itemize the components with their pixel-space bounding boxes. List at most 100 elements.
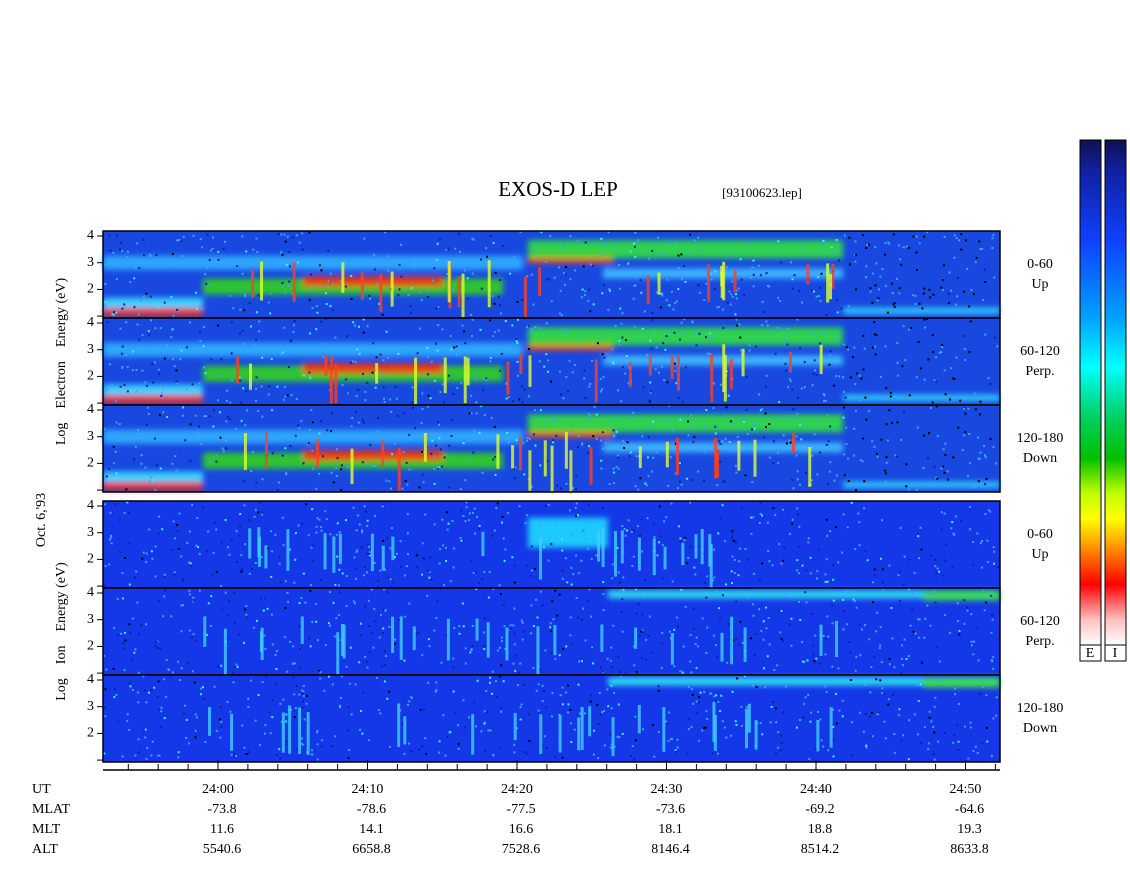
speckle [566, 581, 569, 584]
speckle [362, 318, 365, 321]
speckle [708, 445, 711, 448]
speckle [118, 519, 121, 522]
streak [652, 538, 656, 576]
speckle [189, 321, 192, 324]
speckle [315, 531, 318, 534]
streak [496, 434, 500, 469]
speckle [704, 726, 707, 729]
speckle [611, 361, 614, 364]
speckle [813, 433, 816, 436]
speckle [881, 581, 884, 584]
speckle [295, 234, 298, 237]
speckle [941, 289, 944, 292]
speckle [123, 669, 126, 672]
speckle [459, 537, 462, 540]
speckle [746, 558, 749, 561]
speckle [589, 414, 592, 417]
speckle [930, 720, 933, 723]
panel-label: Up [1031, 277, 1048, 292]
speckle [602, 593, 605, 596]
speckle [945, 543, 948, 546]
speckle [957, 740, 960, 743]
speckle [739, 336, 742, 339]
speckle [797, 572, 800, 575]
speckle [368, 651, 371, 654]
streak [281, 712, 285, 753]
speckle [228, 418, 231, 421]
speckle [450, 348, 453, 351]
speckle [634, 255, 637, 258]
speckle [421, 407, 424, 410]
speckle [917, 535, 920, 538]
speckle [478, 582, 481, 585]
speckle [503, 559, 506, 562]
speckle [874, 246, 877, 249]
speckle [667, 420, 670, 423]
speckle [472, 238, 475, 241]
speckle [198, 425, 201, 428]
speckle [897, 244, 900, 247]
speckle [815, 374, 818, 377]
speckle [588, 288, 591, 291]
speckle [172, 265, 175, 268]
speckle [153, 437, 156, 440]
speckle [427, 296, 430, 299]
speckle [983, 445, 986, 448]
speckle [286, 591, 289, 594]
speckle [128, 728, 131, 731]
speckle [275, 754, 278, 757]
speckle [570, 741, 573, 744]
speckle [557, 266, 560, 269]
streak [506, 361, 510, 396]
speckle [119, 439, 122, 442]
speckle [140, 299, 143, 302]
streak [257, 527, 261, 557]
speckle [119, 385, 122, 388]
speckle [129, 631, 132, 634]
speckle [583, 712, 586, 715]
speckle [155, 253, 158, 256]
speckle [572, 487, 575, 490]
speckle [190, 565, 193, 568]
streak [588, 706, 592, 737]
speckle [356, 261, 359, 264]
speckle [402, 451, 405, 454]
speckle [492, 458, 495, 461]
speckle [619, 361, 622, 364]
speckle [881, 268, 884, 271]
speckle [789, 261, 792, 264]
speckle [671, 580, 674, 583]
speckle [421, 473, 424, 476]
speckle [266, 547, 269, 550]
speckle [588, 385, 591, 388]
speckle [316, 311, 319, 314]
speckle [730, 734, 733, 737]
speckle [298, 427, 301, 430]
speckle [527, 395, 530, 398]
speckle [746, 432, 749, 435]
speckle [185, 346, 188, 349]
speckle [148, 691, 151, 694]
speckle [776, 664, 779, 667]
speckle [617, 571, 620, 574]
speckle [146, 384, 149, 387]
speckle [163, 595, 166, 598]
speckle [672, 308, 675, 311]
speckle [453, 346, 456, 349]
speckle [516, 727, 519, 730]
speckle [930, 554, 933, 557]
speckle [329, 305, 332, 308]
speckle [902, 325, 905, 328]
speckle [940, 286, 943, 289]
speckle [984, 333, 987, 336]
speckle [690, 688, 693, 691]
speckle [914, 303, 917, 306]
speckle [252, 248, 255, 251]
speckle [559, 312, 562, 315]
speckle [826, 534, 829, 537]
speckle [489, 676, 492, 679]
speckle [835, 526, 838, 529]
speckle [650, 390, 653, 393]
speckle [327, 537, 330, 540]
speckle [311, 753, 314, 756]
